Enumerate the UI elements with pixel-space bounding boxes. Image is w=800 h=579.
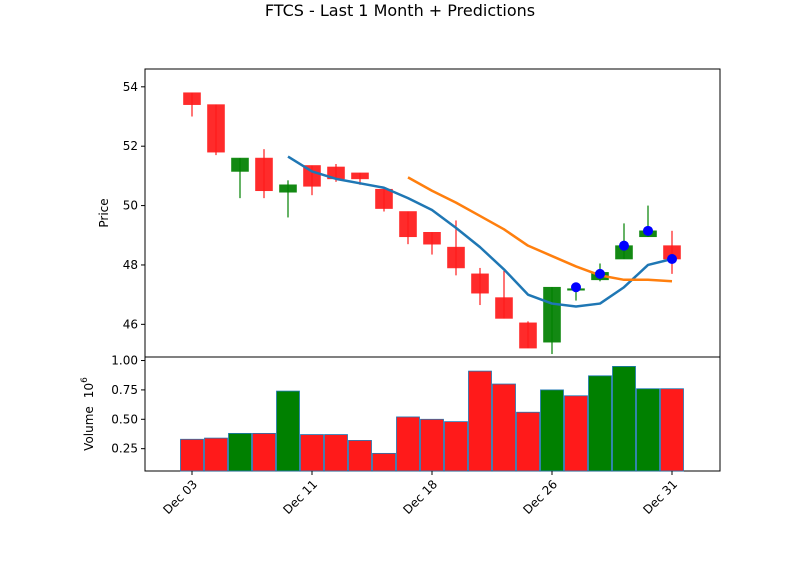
x-axis-ticks: Dec 03 Dec 11 Dec 18 Dec 26 Dec 31 [160,471,680,517]
candle-body [399,211,417,238]
prediction-point [571,282,581,293]
price-y-tick-label: 46 [123,317,138,331]
volume-axis-label: Volume 106 [80,377,96,451]
volume-bar [276,390,300,472]
volume-bar [564,395,588,472]
volume-bar [444,421,468,472]
volume-bar [660,388,684,472]
x-tick-label: Dec 31 [640,477,680,517]
prediction-point [667,254,677,265]
candle-body [495,297,513,319]
price-y-tick-label: 52 [123,139,138,153]
x-tick-label: Dec 26 [520,477,560,517]
candle-body [519,322,537,349]
volume-y-tick-label: 0.75 [111,383,138,397]
candle-body [447,246,465,269]
price-panel: Price 46 48 50 52 54 [97,68,721,358]
volume-bar [636,388,660,472]
volume-axis-label-base: 10 [82,383,96,398]
candle-body [375,188,393,209]
volume-bar [516,411,540,472]
x-tick-label: Dec 11 [280,477,320,517]
volume-bar [228,432,252,472]
volume-panel: Volume 106 0.25 0.50 0.75 1.00 [80,354,721,472]
series-line-2 [407,176,673,283]
price-y-tick-label: 48 [123,258,138,272]
volume-axis-label-word: Volume [82,406,96,451]
volume-bar [348,440,372,472]
price-axes-frame [144,68,721,358]
volume-bar [588,375,612,472]
price-y-tick-label: 50 [123,199,138,213]
candle-body [423,231,441,245]
candle-body [207,104,225,153]
moving-average-lines [287,155,673,308]
volume-bar [252,432,276,472]
chart-title: FTCS - Last 1 Month + Predictions [265,1,535,20]
candle-body [231,157,249,172]
volume-bar [204,437,228,472]
volume-bar [468,370,492,472]
volume-y-tick-label: 0.50 [111,412,138,426]
price-y-ticks: 46 48 50 52 54 [123,80,145,331]
volume-bar [324,434,348,472]
price-axis-label: Price [97,198,111,227]
volume-y-ticks: 0.25 0.50 0.75 1.00 [111,354,145,456]
x-tick-label: Dec 03 [160,477,200,517]
volume-y-tick-label: 0.25 [111,442,138,456]
volume-bar [372,452,396,472]
volume-bar [180,438,204,472]
volume-axis-label-exponent: 6 [80,377,90,383]
candle-body [255,157,273,192]
volume-bar [300,434,324,472]
volume-bar [492,383,516,472]
volume-bar [420,418,444,472]
candle-body [351,172,369,180]
volume-bar [396,416,420,472]
x-tick-label: Dec 18 [400,477,440,517]
volume-y-tick-label: 1.00 [111,354,138,368]
prediction-point [643,225,653,236]
prediction-point [619,240,629,251]
candle-body [471,273,489,294]
volume-bar [612,366,636,472]
volume-bar [540,389,564,472]
prediction-point [595,268,605,279]
prediction-markers [571,225,677,293]
candle-body [303,165,321,187]
candle-body [543,286,561,343]
candle-body [279,184,297,193]
candlesticks [183,92,681,355]
price-y-tick-label: 54 [123,80,138,94]
series-line-1 [287,155,673,308]
candle-body [183,92,201,105]
volume-bars [180,366,684,472]
